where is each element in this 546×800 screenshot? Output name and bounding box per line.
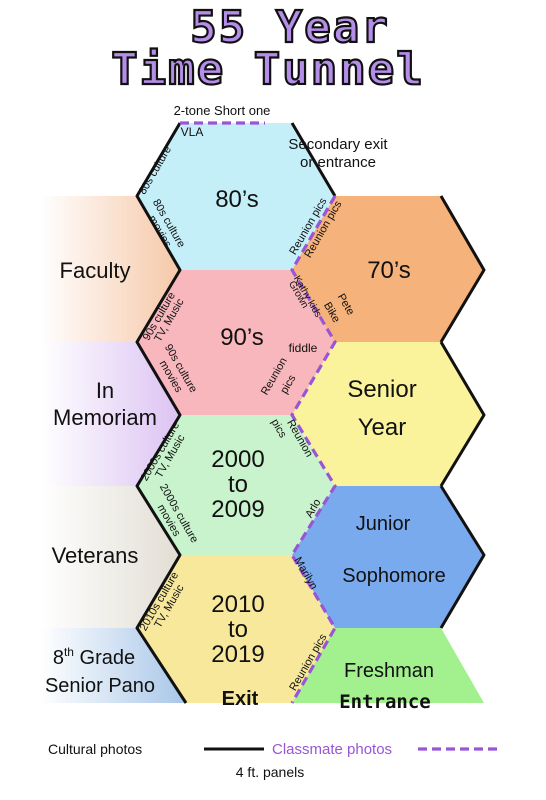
exit-label: Exit bbox=[222, 688, 259, 710]
grade8-number: 8 bbox=[53, 647, 64, 669]
label-90s: 90’s bbox=[220, 324, 264, 351]
cultural-walls bbox=[135, 122, 486, 704]
label-2000-line2: to bbox=[228, 471, 248, 498]
faculty-label: Faculty bbox=[60, 258, 131, 283]
hex-70s bbox=[292, 196, 484, 342]
label-2010-line3: 2019 bbox=[211, 641, 264, 668]
senior-line1: Senior bbox=[347, 376, 416, 403]
veterans-label: Veterans bbox=[52, 543, 139, 568]
label-2000-line3: 2009 bbox=[211, 496, 264, 523]
fiddle-label: fiddle bbox=[289, 341, 318, 355]
hex-80s bbox=[137, 123, 335, 270]
hex-freshman bbox=[292, 628, 484, 703]
sophomore-label: Sophomore bbox=[342, 565, 445, 587]
veterans-panel bbox=[40, 486, 180, 628]
hex-90s bbox=[137, 270, 335, 415]
grade8-superscript: th bbox=[64, 645, 74, 659]
senior-line2: Year bbox=[358, 414, 407, 441]
short-one-label: 2-tone Short one bbox=[174, 103, 271, 118]
grade8-line2: Senior Pano bbox=[45, 675, 155, 697]
classmate-walls bbox=[180, 121, 337, 704]
title-line-2: Time Tunnel bbox=[111, 44, 424, 95]
label-2000-line1: 2000 bbox=[211, 446, 264, 473]
faculty-panel bbox=[40, 196, 180, 342]
memoriam-line2: Memoriam bbox=[53, 405, 157, 430]
hex-2010s bbox=[137, 555, 335, 703]
title-line-1: 55 Year bbox=[190, 2, 389, 53]
freshman-label: Freshman bbox=[344, 660, 434, 682]
vla-label: VLA bbox=[181, 125, 204, 139]
memoriam-line1: In bbox=[96, 378, 114, 403]
grade8-line1: 8th Grade bbox=[53, 645, 135, 669]
label-2010-line1: 2010 bbox=[211, 591, 264, 618]
hex-junior-sophomore bbox=[292, 486, 484, 628]
legend-panels-label: 4 ft. panels bbox=[236, 764, 305, 780]
grade8-word: Grade bbox=[74, 647, 135, 669]
hex-senior-year bbox=[292, 342, 484, 486]
legend-cultural-label: Cultural photos bbox=[48, 741, 142, 757]
hex-2000s bbox=[137, 415, 335, 555]
secondary-label-2: or entrance bbox=[300, 154, 376, 171]
memoriam-panel bbox=[40, 342, 180, 486]
entrance-label: Entrance bbox=[339, 691, 431, 713]
label-2010-line2: to bbox=[228, 616, 248, 643]
label-80s: 80’s bbox=[215, 186, 259, 213]
junior-label: Junior bbox=[356, 513, 411, 535]
label-70s: 70’s bbox=[367, 257, 411, 284]
secondary-label-1: Secondary exit bbox=[288, 136, 388, 153]
legend-classmate-label: Classmate photos bbox=[272, 741, 392, 758]
